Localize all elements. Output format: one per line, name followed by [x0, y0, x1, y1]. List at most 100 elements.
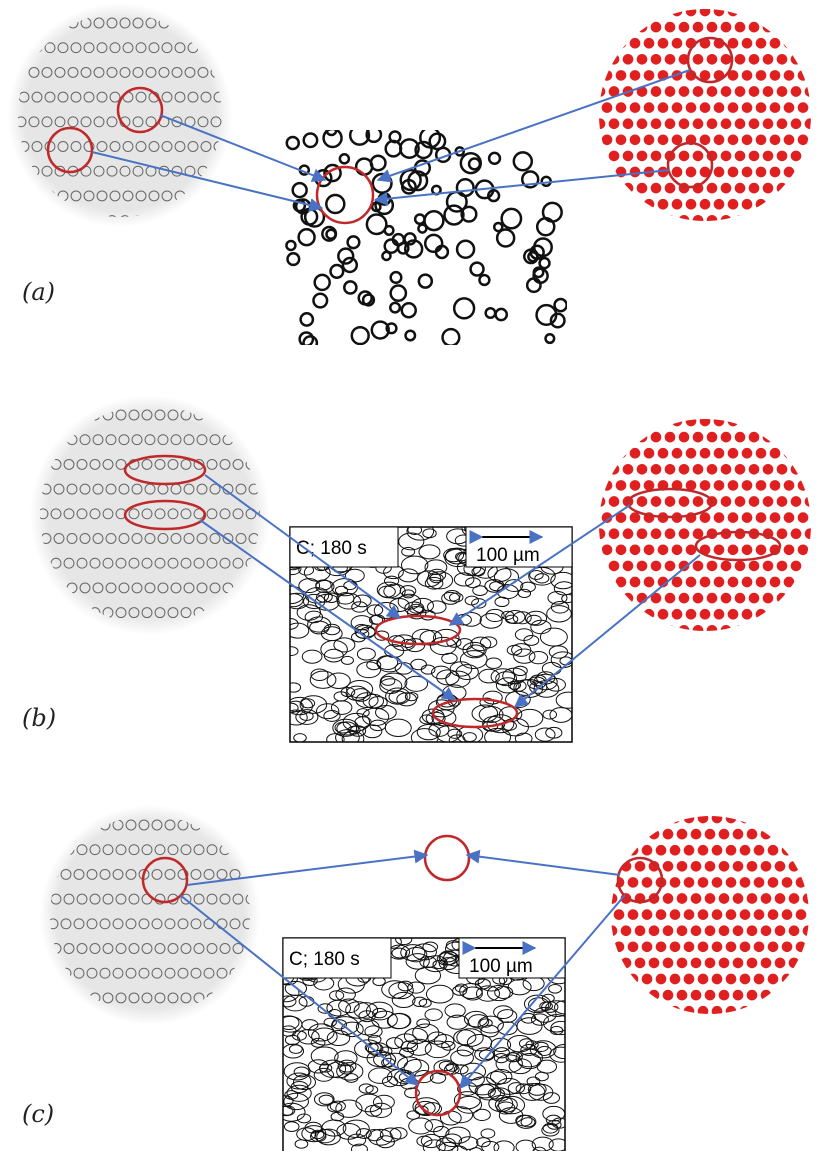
ring: [201, 191, 211, 201]
dot: [768, 909, 779, 920]
dot: [789, 925, 800, 936]
dot: [658, 199, 669, 210]
dot: [742, 480, 753, 491]
dot: [630, 102, 641, 113]
dot: [644, 70, 655, 81]
dot: [805, 215, 816, 226]
dot: [756, 134, 767, 145]
dot: [588, 609, 599, 620]
dot: [651, 496, 662, 507]
dot: [677, 893, 688, 904]
dot: [665, 528, 676, 539]
dot: [595, 432, 606, 443]
dot: [756, 6, 767, 17]
dot: [705, 990, 716, 1001]
dot: [693, 22, 704, 33]
highlight: [425, 836, 469, 880]
dot: [623, 528, 634, 539]
dot: [721, 183, 732, 194]
dot: [665, 118, 676, 129]
dot: [672, 609, 683, 620]
dot: [749, 151, 760, 162]
dot: [796, 813, 807, 824]
ring: [38, 993, 48, 1003]
dot: [670, 941, 681, 952]
dot: [616, 6, 627, 17]
dot: [721, 593, 732, 604]
dot: [784, 512, 795, 523]
ring: [249, 435, 259, 445]
ring: [64, 410, 74, 420]
dot: [658, 448, 669, 459]
dot: [684, 877, 695, 888]
ring: [217, 820, 227, 830]
dot: [754, 941, 765, 952]
dot: [588, 480, 599, 491]
dot: [756, 38, 767, 49]
dot: [672, 134, 683, 145]
ring: [3, 67, 13, 77]
ring: [249, 583, 259, 593]
dot: [756, 70, 767, 81]
dot: [686, 544, 697, 555]
dot: [791, 561, 802, 572]
dot: [777, 215, 788, 226]
dot: [805, 593, 816, 604]
dot: [630, 480, 641, 491]
dot: [614, 1006, 625, 1017]
dot: [740, 909, 751, 920]
dot: [763, 561, 774, 572]
dot: [768, 813, 779, 824]
dot: [728, 577, 739, 588]
dot: [756, 544, 767, 555]
ring: [74, 1018, 84, 1028]
dot: [679, 528, 690, 539]
dot: [742, 199, 753, 210]
dot: [747, 893, 758, 904]
dot: [805, 183, 816, 194]
dot: [756, 448, 767, 459]
dot: [679, 118, 690, 129]
dot: [663, 925, 674, 936]
ring: [48, 1018, 58, 1028]
dot: [784, 544, 795, 555]
dot: [693, 151, 704, 162]
dot: [805, 432, 816, 443]
dot: [721, 54, 732, 65]
dot: [749, 22, 760, 33]
dot: [656, 941, 667, 952]
dot: [721, 118, 732, 129]
dot: [775, 958, 786, 969]
dot: [635, 925, 646, 936]
dot: [616, 102, 627, 113]
dot: [642, 941, 653, 952]
dot: [740, 877, 751, 888]
dot: [614, 909, 625, 920]
dot: [651, 54, 662, 65]
ring: [19, 191, 29, 201]
dot: [789, 893, 800, 904]
dot: [630, 416, 641, 427]
dot: [754, 974, 765, 985]
dot: [798, 609, 809, 620]
ring: [246, 410, 256, 420]
dot: [670, 877, 681, 888]
dot: [749, 464, 760, 475]
dot: [768, 877, 779, 888]
dot: [742, 512, 753, 523]
dot: [665, 54, 676, 65]
dot: [637, 54, 648, 65]
dot: [672, 102, 683, 113]
dot: [714, 199, 725, 210]
ring: [41, 435, 51, 445]
ring: [204, 1018, 214, 1028]
dot: [670, 909, 681, 920]
dot: [656, 974, 667, 985]
dot: [784, 134, 795, 145]
dot: [623, 561, 634, 572]
ring: [55, 216, 65, 226]
arrow: [467, 855, 620, 875]
dot: [607, 829, 618, 840]
dot: [637, 183, 648, 194]
dot: [691, 861, 702, 872]
